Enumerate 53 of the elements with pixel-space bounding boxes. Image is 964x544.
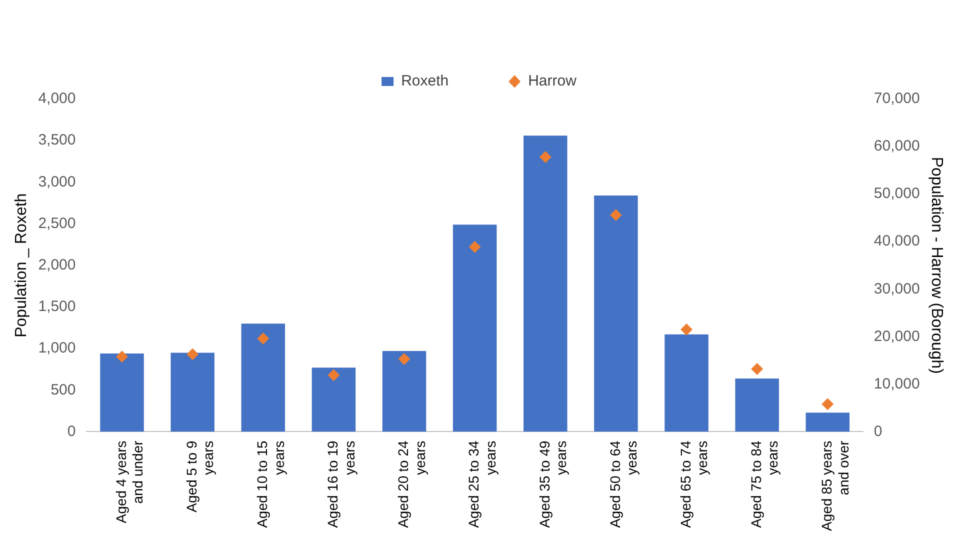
y-axis-title: Population _ Roxeth — [13, 193, 30, 338]
x-tick-label: Aged 16 to 19 years — [324, 440, 358, 528]
point — [822, 398, 834, 410]
point — [610, 208, 622, 221]
y2-axis-title: Population - Harrow (Borough) — [928, 156, 945, 374]
bar — [664, 334, 708, 432]
bar — [452, 224, 497, 432]
bar — [735, 378, 779, 432]
y-tick-label: 1,000 — [38, 340, 76, 357]
point — [116, 350, 128, 363]
bar — [100, 354, 144, 432]
y-tick-label: 3,000 — [38, 173, 76, 190]
legend-label: Roxeth — [401, 72, 449, 90]
bar — [170, 352, 214, 432]
x-tick-label: Aged 10 to 15 years — [254, 440, 287, 528]
y2-tick-label: 70,000 — [874, 90, 920, 108]
y-tick-label: 500 — [50, 381, 76, 398]
bar — [524, 136, 568, 432]
bar — [241, 324, 286, 432]
x-tick-label: Aged 35 to 49 years — [536, 440, 570, 528]
point — [328, 369, 340, 382]
point — [257, 332, 270, 345]
bar — [312, 368, 356, 432]
point — [398, 352, 410, 365]
y-tick-label: 2,000 — [38, 256, 76, 274]
y2-tick-label: 50,000 — [874, 185, 920, 202]
bar — [806, 412, 850, 432]
y2-tick-label: 30,000 — [874, 280, 920, 298]
point — [539, 150, 552, 163]
y2-tick-label: 20,000 — [874, 328, 920, 345]
point — [751, 362, 764, 375]
point — [680, 324, 693, 336]
bar — [382, 351, 426, 432]
legend-label: Harrow — [528, 72, 577, 90]
y2-tick-label: 60,000 — [874, 138, 920, 155]
x-tick-label: Aged 5 to 9 years — [183, 440, 216, 512]
x-tick-label: Aged 65 to 74 years — [677, 440, 710, 528]
y2-tick-label: 10,000 — [874, 375, 920, 392]
x-tick-label: Aged 20 to 24 years — [395, 440, 428, 528]
bar — [594, 195, 638, 432]
x-tick-label: Aged 4 years and under — [112, 440, 146, 524]
y2-tick-label: 0 — [874, 422, 882, 440]
y2-tick-label: 40,000 — [874, 232, 920, 250]
y-tick-label: 3,500 — [38, 132, 76, 149]
point — [468, 240, 481, 253]
y-tick-label: 2,500 — [38, 214, 76, 232]
x-tick-label: Aged 25 to 34 years — [466, 440, 498, 528]
y-tick-label: 1,500 — [38, 298, 76, 316]
x-tick-label: Aged 75 to 84 years — [748, 440, 781, 528]
y-tick-label: 0 — [67, 422, 76, 440]
x-tick-label: Aged 50 to 64 years — [606, 440, 640, 528]
y-tick-label: 4,000 — [38, 90, 76, 108]
point — [186, 348, 199, 360]
